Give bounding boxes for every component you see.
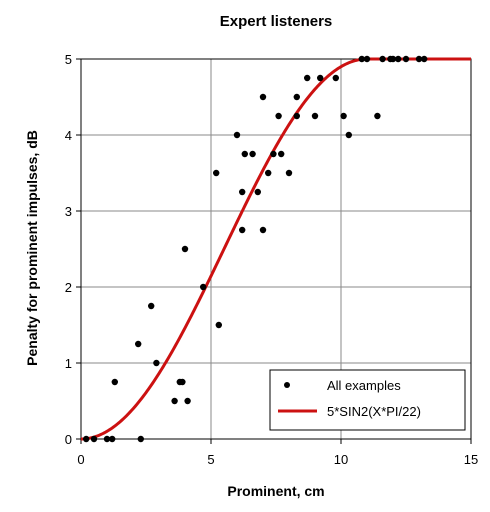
y-tick-label: 1 — [65, 356, 72, 371]
data-point — [135, 340, 142, 348]
x-tick-label: 10 — [334, 452, 348, 467]
x-tick-label: 15 — [464, 452, 478, 467]
data-point — [200, 283, 207, 291]
data-point — [358, 55, 365, 63]
data-point — [374, 112, 381, 120]
y-tick-label: 2 — [65, 280, 72, 295]
data-point — [285, 169, 293, 177]
data-point — [275, 112, 282, 120]
data-point — [311, 112, 319, 120]
data-point — [233, 131, 241, 139]
x-tick-label: 5 — [207, 452, 214, 467]
data-point — [259, 226, 267, 234]
data-point — [171, 397, 178, 405]
data-point — [421, 55, 428, 63]
data-point — [415, 55, 423, 63]
data-point — [249, 150, 256, 158]
x-tick-label: 0 — [77, 452, 84, 467]
scatter-points-layer — [83, 55, 428, 443]
data-point — [184, 397, 191, 405]
data-point — [402, 55, 410, 63]
data-point — [304, 74, 311, 82]
y-axis-title: Penalty for prominent impulses, dB — [24, 130, 40, 366]
data-point — [241, 150, 248, 158]
x-axis-title: Prominent, cm — [227, 483, 324, 499]
data-point — [345, 131, 352, 139]
data-point — [265, 169, 272, 177]
data-point — [340, 112, 347, 120]
chart-title: Expert listeners — [220, 13, 333, 30]
data-point — [254, 188, 261, 196]
data-point — [181, 245, 189, 253]
data-point — [239, 188, 246, 196]
data-point — [270, 150, 277, 158]
data-point — [293, 112, 300, 120]
data-point — [111, 378, 119, 386]
axis-ticks: 0 5 10 15 0 1 2 3 4 5 — [65, 52, 478, 467]
data-point — [259, 93, 267, 101]
y-tick-label: 5 — [65, 52, 72, 67]
data-point — [379, 55, 386, 63]
data-point — [109, 435, 116, 443]
data-point — [213, 169, 220, 177]
y-tick-label: 0 — [65, 432, 72, 447]
data-point — [363, 55, 371, 63]
data-point — [137, 435, 144, 443]
data-point — [389, 55, 397, 63]
data-point — [148, 302, 155, 310]
data-point — [153, 359, 160, 367]
data-point — [239, 226, 246, 234]
data-point — [83, 435, 90, 443]
data-point — [317, 74, 324, 82]
data-point — [215, 321, 222, 329]
legend-label-all-examples: All examples — [327, 378, 401, 393]
data-point — [293, 93, 300, 101]
legend-label-fit-curve: 5*SIN2(X*PI/22) — [327, 404, 421, 419]
data-point — [179, 378, 186, 386]
y-tick-label: 3 — [65, 204, 72, 219]
plot-area — [80, 58, 472, 440]
legend-marker-dot — [284, 382, 290, 388]
legend: All examples 5*SIN2(X*PI/22) — [269, 369, 466, 431]
legend-box — [269, 369, 466, 431]
data-point — [278, 150, 285, 158]
data-point — [103, 435, 111, 443]
data-point — [90, 435, 98, 443]
data-point — [395, 55, 402, 63]
y-tick-label: 4 — [65, 128, 72, 143]
gridlines — [81, 59, 471, 439]
data-point — [332, 74, 339, 82]
